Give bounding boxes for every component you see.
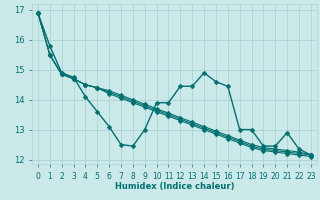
X-axis label: Humidex (Indice chaleur): Humidex (Indice chaleur) (115, 182, 234, 191)
